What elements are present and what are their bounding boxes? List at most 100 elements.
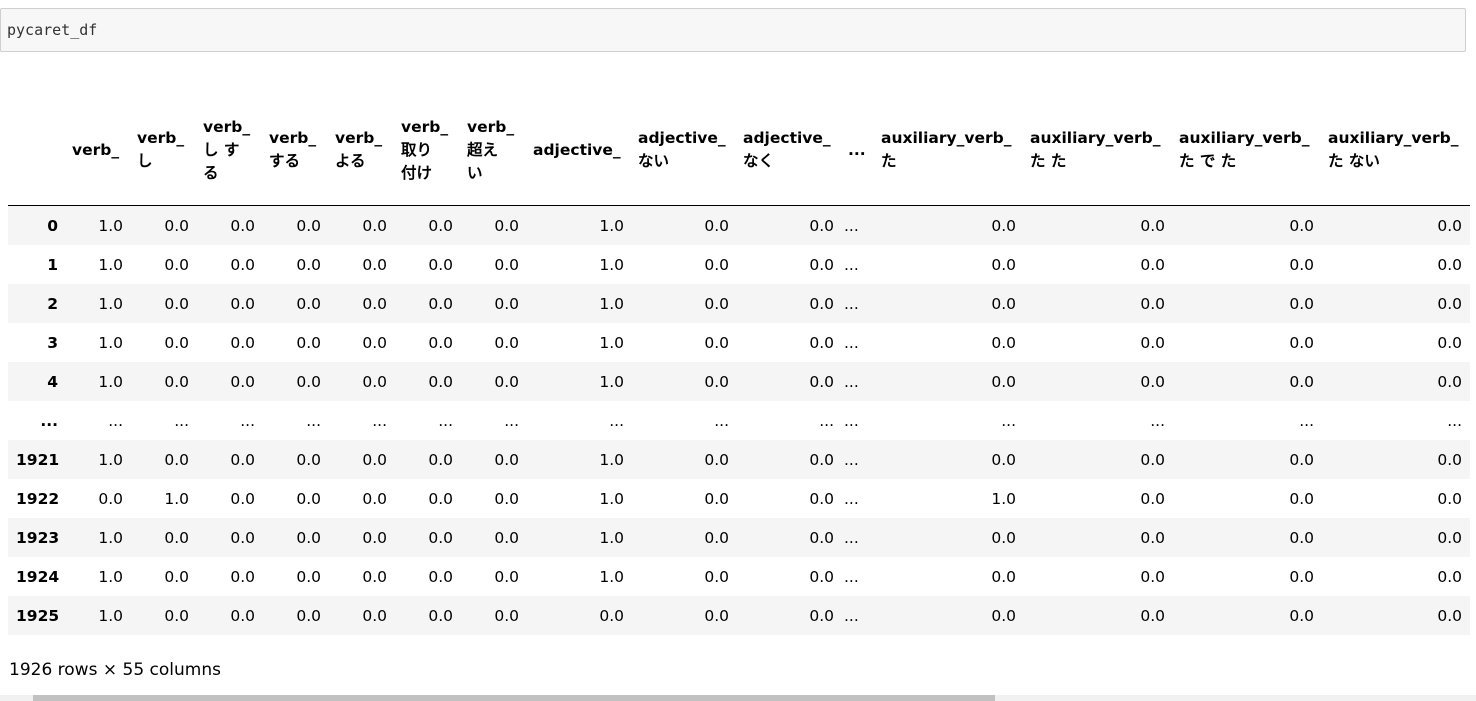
cell: ... [108,411,123,430]
header-line: ... [848,140,866,159]
cell: 1.0 [599,450,624,469]
header-row: verb_ verb_ し verb_ し する verb_ する verb_ よる verb_ 取… [8,95,1470,206]
cell: 0.0 [1140,255,1165,274]
cell: 0.0 [809,528,834,547]
header-line: 付け [401,163,433,182]
table-row: ........................................… [8,401,1470,440]
cell: 0.0 [1289,294,1314,313]
cell: 0.0 [164,294,189,313]
cell: 0.0 [991,294,1016,313]
cell: ... [819,411,834,430]
table-row: 1921 1.0 0.0 0.0 0.0 0.0 0.0 0.0 1.0 0.0 0.0... 0.0… [8,440,1470,479]
cell: 0.0 [296,450,321,469]
cell: 1.0 [98,372,123,391]
cell: 0.0 [991,216,1016,235]
cell: 0.0 [428,216,453,235]
header-line: 超え [467,140,499,159]
cell: ... [174,411,189,430]
column-header: verb_ [66,95,131,206]
header-line: adjective_ [638,129,726,147]
cell: ... [1299,411,1314,430]
cell: 0.0 [362,528,387,547]
cell: 0.0 [230,372,255,391]
row-index: 0 [47,216,58,235]
cell: 0.0 [230,294,255,313]
row-index: 2 [47,294,58,313]
cell: 0.0 [704,489,729,508]
cell: 0.0 [1437,450,1462,469]
cell: 0.0 [1140,606,1165,625]
table-body: 0 1.0 0.0 0.0 0.0 0.0 0.0 0.0 1.0 0.0 0.0... 0.0 0.0… [8,205,1470,635]
cell: 0.0 [991,450,1016,469]
row-index: ... [40,411,58,430]
cell: 0.0 [1140,333,1165,352]
cell: 1.0 [599,567,624,586]
cell: ... [844,567,859,586]
cell: 1.0 [599,489,624,508]
cell: 0.0 [1289,450,1314,469]
cell: ... [1001,411,1016,430]
row-index: 1921 [16,450,60,469]
cell: 0.0 [362,255,387,274]
table-footer: 1926 rows × 55 columns [9,660,221,680]
column-header: auxiliary_verb_ た で た [1173,95,1322,206]
cell: 0.0 [164,528,189,547]
cell: 0.0 [362,216,387,235]
cell: 0.0 [809,294,834,313]
scrollbar[interactable] [0,695,1476,701]
cell: 0.0 [704,255,729,274]
cell: 0.0 [362,567,387,586]
cell: ... [844,528,859,547]
header-line: auxiliary_verb_ [881,129,1012,147]
header-line: verb_ [269,129,317,147]
cell: 0.0 [494,255,519,274]
header-line: た [881,152,897,170]
cell: 0.0 [809,372,834,391]
cell: 1.0 [599,333,624,352]
cell: 0.0 [1437,372,1462,391]
cell: 0.0 [230,255,255,274]
header-line: auxiliary_verb_ [1179,129,1310,147]
table-row: 4 1.0 0.0 0.0 0.0 0.0 0.0 0.0 1.0 0.0 0.0... 0.0 0.0… [8,362,1470,401]
header-line: する [269,152,301,170]
cell: 0.0 [494,489,519,508]
cell: 0.0 [362,333,387,352]
cell: 0.0 [428,528,453,547]
cell: 0.0 [494,333,519,352]
column-header: ... [842,95,875,206]
cell: 0.0 [428,489,453,508]
cell: 0.0 [296,567,321,586]
cell: 0.0 [230,606,255,625]
header-line: た ない [1328,152,1380,170]
cell: 0.0 [296,294,321,313]
cell: 0.0 [704,528,729,547]
cell: 0.0 [362,606,387,625]
cell: ... [844,606,859,625]
code-cell[interactable]: pycaret_df [0,8,1466,52]
cell: 1.0 [599,294,624,313]
cell: 0.0 [1140,294,1165,313]
cell: 0.0 [809,567,834,586]
cell: 0.0 [296,606,321,625]
cell: 0.0 [230,216,255,235]
scrollbar-thumb[interactable] [33,695,995,701]
column-header: verb_ する [263,95,329,206]
cell: ... [844,255,859,274]
cell: 0.0 [1437,528,1462,547]
row-index: 4 [47,372,58,391]
cell: 0.0 [1289,528,1314,547]
cell: 0.0 [1437,567,1462,586]
cell: 0.0 [494,606,519,625]
cell: 1.0 [98,606,123,625]
column-header: auxiliary_verb_ た た [1024,95,1173,206]
cell: 0.0 [362,372,387,391]
cell: 0.0 [704,333,729,352]
cell: 0.0 [1289,489,1314,508]
cell: 1.0 [599,216,624,235]
cell: 1.0 [98,567,123,586]
cell: 0.0 [164,567,189,586]
cell: 0.0 [494,294,519,313]
header-line: なく [743,152,775,170]
cell: 0.0 [1289,567,1314,586]
cell: 0.0 [1289,255,1314,274]
